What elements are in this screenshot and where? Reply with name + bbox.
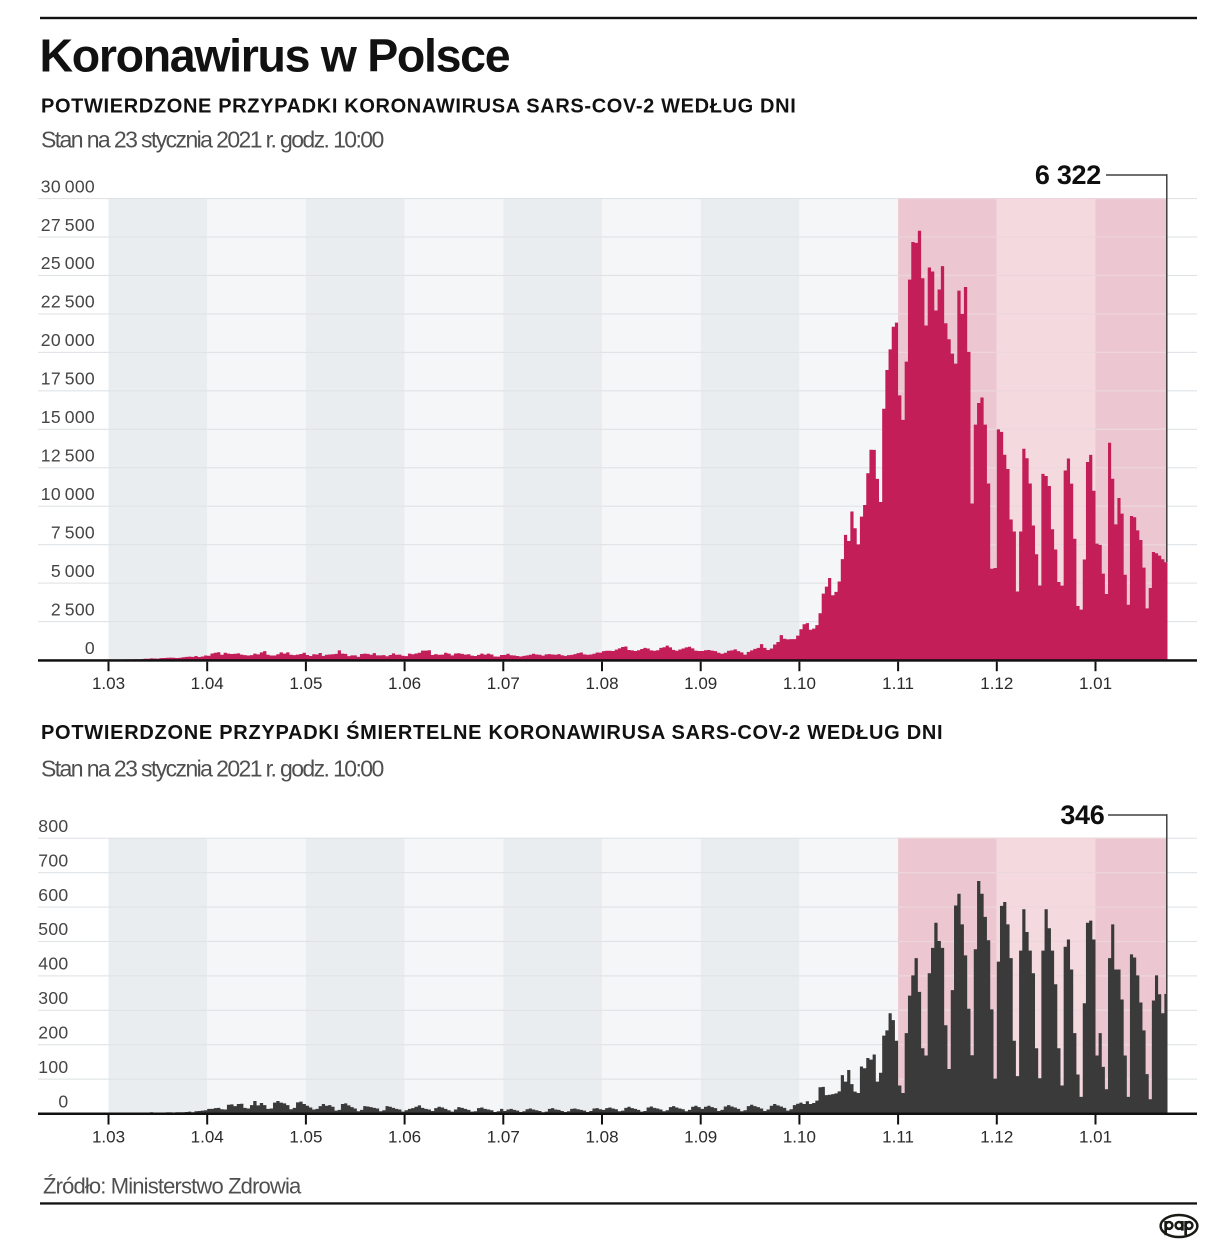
svg-text:POTWIERDZONE PRZYPADKI KORONAW: POTWIERDZONE PRZYPADKI KORONAWIRUSA SARS… — [41, 95, 796, 117]
svg-text:10 000: 10 000 — [41, 484, 95, 504]
svg-text:200: 200 — [38, 1023, 68, 1043]
svg-text:5 000: 5 000 — [51, 561, 95, 581]
svg-text:1.06: 1.06 — [388, 1128, 421, 1147]
svg-text:1.09: 1.09 — [684, 674, 717, 693]
svg-text:Stan na 23 stycznia 2021 r. go: Stan na 23 stycznia 2021 r. godz. 10:00 — [41, 127, 383, 153]
svg-text:1.09: 1.09 — [684, 1128, 717, 1147]
svg-text:1.03: 1.03 — [92, 674, 125, 693]
svg-text:300: 300 — [38, 988, 68, 1008]
svg-text:1.10: 1.10 — [783, 674, 816, 693]
svg-text:1.04: 1.04 — [191, 1128, 224, 1147]
svg-text:800: 800 — [38, 816, 68, 836]
svg-text:POTWIERDZONE PRZYPADKI ŚMIERTE: POTWIERDZONE PRZYPADKI ŚMIERTELNE KORONA… — [41, 720, 943, 744]
svg-text:1.03: 1.03 — [92, 1128, 125, 1147]
svg-text:1.08: 1.08 — [585, 674, 618, 693]
svg-text:1.08: 1.08 — [585, 1128, 618, 1147]
svg-text:100: 100 — [38, 1057, 68, 1077]
svg-text:22 500: 22 500 — [41, 292, 95, 312]
svg-text:12 500: 12 500 — [41, 446, 95, 466]
svg-text:Koronawirus w Polsce: Koronawirus w Polsce — [40, 29, 510, 81]
svg-text:1.12: 1.12 — [980, 674, 1013, 693]
svg-text:500: 500 — [38, 919, 68, 939]
svg-text:1.06: 1.06 — [388, 674, 421, 693]
svg-text:1.10: 1.10 — [783, 1128, 816, 1147]
svg-text:2 500: 2 500 — [51, 599, 95, 619]
svg-text:15 000: 15 000 — [41, 407, 95, 427]
svg-text:1.07: 1.07 — [487, 674, 520, 693]
svg-text:346: 346 — [1060, 800, 1104, 830]
svg-text:0: 0 — [85, 638, 95, 658]
svg-text:Źródło: Ministerstwo Zdrowia: Źródło: Ministerstwo Zdrowia — [43, 1174, 302, 1199]
svg-text:25 000: 25 000 — [41, 253, 95, 273]
svg-text:1.05: 1.05 — [289, 674, 322, 693]
svg-text:1.01: 1.01 — [1079, 1128, 1112, 1147]
svg-text:1.07: 1.07 — [487, 1128, 520, 1147]
svg-text:1.12: 1.12 — [980, 1128, 1013, 1147]
svg-text:0: 0 — [58, 1091, 68, 1111]
svg-text:1.11: 1.11 — [882, 1128, 914, 1147]
svg-text:1.04: 1.04 — [191, 674, 224, 693]
svg-text:30 000: 30 000 — [41, 176, 95, 196]
svg-text:400: 400 — [38, 954, 68, 974]
svg-text:1.05: 1.05 — [289, 1128, 322, 1147]
svg-text:1.11: 1.11 — [882, 674, 914, 693]
svg-text:27 500: 27 500 — [41, 215, 95, 235]
svg-text:7 500: 7 500 — [51, 522, 95, 542]
svg-text:1.01: 1.01 — [1079, 674, 1112, 693]
svg-text:600: 600 — [38, 885, 68, 905]
svg-text:20 000: 20 000 — [41, 330, 95, 350]
svg-text:6 322: 6 322 — [1035, 160, 1101, 190]
svg-text:700: 700 — [38, 850, 68, 870]
svg-text:Stan na 23 stycznia 2021 r. go: Stan na 23 stycznia 2021 r. godz. 10:00 — [41, 756, 383, 782]
svg-text:17 500: 17 500 — [41, 369, 95, 389]
